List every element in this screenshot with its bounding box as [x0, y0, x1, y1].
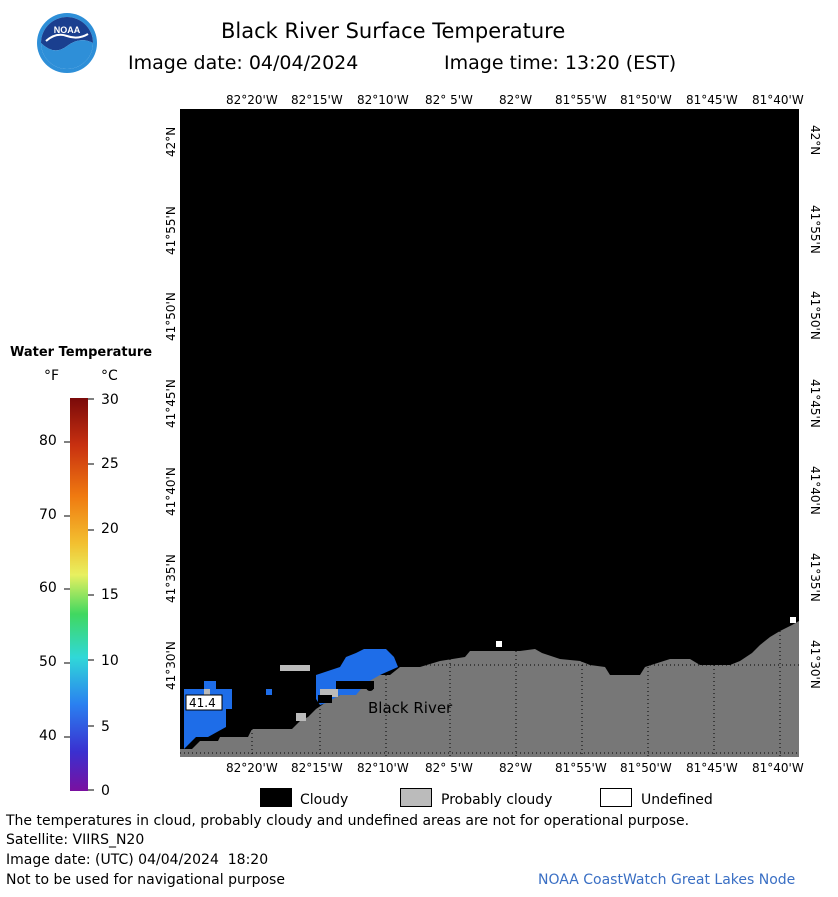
lon-label: 82°15'W [291, 761, 343, 775]
temperature-map: 41.4 Black River [180, 109, 799, 757]
lat-label: 41°35'N [808, 553, 822, 602]
lon-label: 82°W [499, 93, 533, 107]
noaa-logo: NOAA [37, 13, 97, 73]
unit-fahrenheit: °F [44, 368, 60, 384]
lat-label: 41°30'N [808, 640, 822, 689]
scale-title: Water Temperature [10, 345, 153, 360]
lat-label: 41°40'N [164, 467, 178, 516]
f-label: 80 [39, 433, 57, 449]
lat-label: 42°N [808, 125, 822, 156]
lon-label: 81°45'W [686, 761, 738, 775]
disclaimer-text: The temperatures in cloud, probably clou… [6, 813, 690, 829]
lon-label: 81°55'W [555, 761, 607, 775]
lat-label: 41°35'N [164, 554, 178, 603]
undefined-areas [496, 617, 796, 647]
credit-text: NOAA CoastWatch Great Lakes Node [538, 872, 796, 888]
temp-label-box [185, 694, 223, 711]
unit-celsius: °C [101, 368, 118, 384]
cloudy-legend-label: Cloudy [300, 792, 349, 808]
color-scale-bar [64, 398, 94, 791]
map-title: Black River Surface Temperature [221, 19, 566, 43]
c-label: 5 [101, 719, 110, 735]
lon-label: 82°10'W [357, 93, 409, 107]
image-time: Image time: 13:20 (EST) [444, 52, 677, 74]
c-label: 10 [101, 653, 119, 669]
nav-warning-text: Not to be used for navigational purpose [6, 872, 285, 888]
probably-cloudy-areas [204, 665, 338, 721]
utc-date-text: Image date: (UTC) 04/04/2024 18:20 [6, 852, 269, 868]
lat-label: 42°N [164, 126, 178, 157]
cloudy-areas [318, 681, 374, 703]
f-label: 60 [39, 580, 57, 596]
lat-label: 41°55'N [808, 205, 822, 254]
lon-label: 82°20'W [226, 761, 278, 775]
c-label: 30 [101, 392, 119, 408]
noaa-logo-text: NOAA [54, 25, 81, 35]
lon-label: 81°50'W [620, 93, 672, 107]
lon-label: 82°W [499, 761, 533, 775]
undefined-legend-label: Undefined [641, 792, 713, 808]
lat-label: 41°50'N [808, 291, 822, 340]
lon-label: 81°55'W [555, 93, 607, 107]
lat-label: 41°30'N [164, 641, 178, 690]
lon-label: 82°10'W [357, 761, 409, 775]
f-label: 40 [39, 728, 57, 744]
lon-label: 82°15'W [291, 93, 343, 107]
c-label: 0 [101, 783, 110, 799]
lon-label: 82° 5'W [425, 761, 473, 775]
f-label: 70 [39, 507, 57, 523]
lat-label: 41°40'N [808, 466, 822, 515]
lon-label: 81°40'W [752, 93, 804, 107]
black-river-marker [366, 683, 374, 691]
probably-cloudy-legend-label: Probably cloudy [441, 792, 553, 808]
place-label: Black River [368, 699, 453, 717]
lon-label: 82°20'W [226, 93, 278, 107]
satellite-text: Satellite: VIIRS_N20 [6, 832, 145, 848]
image-date: Image date: 04/04/2024 [128, 52, 359, 74]
lat-label: 41°45'N [164, 379, 178, 428]
undefined-swatch [600, 788, 632, 807]
lake-area [180, 109, 799, 757]
f-label: 50 [39, 654, 57, 670]
c-label: 25 [101, 456, 119, 472]
lat-label: 41°55'N [164, 206, 178, 255]
lat-label: 41°50'N [164, 292, 178, 341]
lat-label: 41°45'N [808, 379, 822, 428]
temp-label: 41.4 [189, 696, 216, 710]
grid-lines [180, 631, 799, 757]
lon-label: 82° 5'W [425, 93, 473, 107]
lon-label: 81°45'W [686, 93, 738, 107]
land-area [180, 621, 799, 757]
cloudy-swatch [260, 788, 292, 807]
probably-cloudy-swatch [400, 788, 432, 807]
lon-label: 81°40'W [752, 761, 804, 775]
c-label: 20 [101, 521, 119, 537]
c-label: 15 [101, 587, 119, 603]
lon-label: 81°50'W [620, 761, 672, 775]
